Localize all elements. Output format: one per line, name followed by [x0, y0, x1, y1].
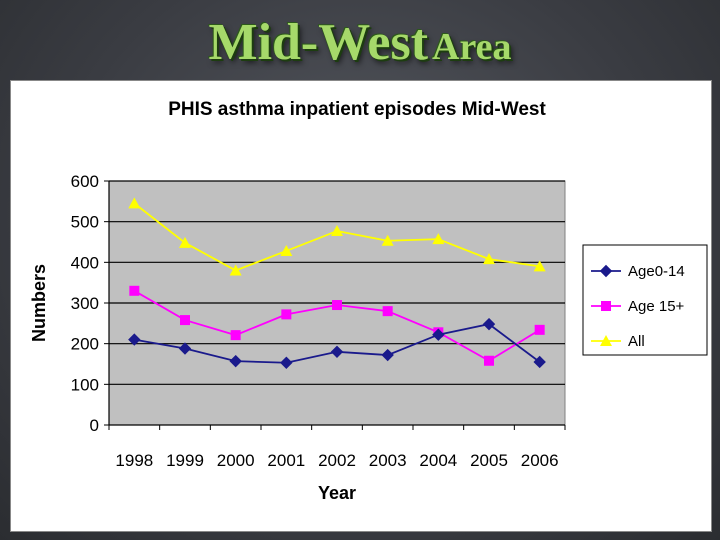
y-tick-label: 100	[71, 375, 99, 394]
x-tick-label: 2006	[521, 451, 559, 470]
x-tick-label: 2000	[217, 451, 255, 470]
x-tick-label: 2005	[470, 451, 508, 470]
data-point	[483, 253, 495, 265]
y-tick-label: 600	[71, 172, 99, 191]
data-point	[484, 355, 494, 366]
data-point	[332, 300, 342, 311]
legend-marker	[601, 301, 611, 311]
data-point	[381, 234, 394, 246]
data-point	[330, 345, 344, 359]
data-point	[534, 324, 545, 335]
data-point	[129, 285, 140, 296]
data-point	[128, 197, 141, 209]
legend-label: Age 15+	[628, 298, 685, 315]
y-tick-label: 0	[90, 416, 99, 435]
x-tick-label: 2004	[419, 451, 457, 470]
line-chart: PHIS asthma inpatient episodes Mid-West …	[29, 99, 708, 503]
legend: Age0-14 Age 15+ All	[582, 244, 708, 356]
grid-lines	[109, 180, 565, 426]
data-point	[128, 333, 141, 346]
x-tick-label: 1998	[115, 451, 153, 470]
data-point	[229, 264, 242, 276]
y-tick-label: 300	[71, 294, 99, 313]
y-tick-label: 400	[71, 253, 99, 272]
x-tick-label: 2001	[267, 451, 305, 470]
x-axis-title: Year	[318, 483, 356, 503]
data-point	[533, 355, 546, 369]
legend-item: Age 15+	[591, 298, 685, 315]
x-tick-label: 1999	[166, 451, 204, 470]
data-point	[382, 306, 393, 317]
y-axis-title: Numbers	[29, 264, 49, 342]
legend-box	[582, 244, 708, 356]
data-point	[178, 342, 192, 355]
y-tick-label: 500	[71, 213, 99, 232]
data-point	[281, 309, 292, 320]
legend-label: All	[628, 333, 645, 350]
series-all	[128, 197, 546, 276]
slide-title: Mid-West Area	[0, 8, 720, 78]
series-layer	[128, 197, 546, 369]
legend-item: Age0-14	[591, 263, 685, 280]
data-point	[229, 354, 242, 368]
series-age-15-	[129, 285, 545, 366]
data-point	[331, 225, 343, 237]
data-point	[381, 348, 394, 362]
legend-marker	[600, 335, 612, 346]
data-point	[432, 328, 445, 341]
data-point	[180, 315, 190, 326]
x-tick-label: 2002	[318, 451, 356, 470]
series-age0-14	[128, 317, 546, 369]
slide-title-main: Mid-West	[208, 14, 429, 71]
data-point	[280, 356, 293, 369]
chart-panel: PHIS asthma inpatient episodes Mid-West …	[10, 80, 712, 532]
legend-marker	[599, 264, 613, 278]
legend-item: All	[591, 333, 645, 350]
data-point	[533, 260, 546, 272]
data-point	[280, 244, 293, 256]
y-axis-ticks: 0 100 200 300 400 500 600	[71, 172, 110, 435]
data-point	[482, 317, 496, 331]
data-point	[230, 330, 241, 341]
chart-title: PHIS asthma inpatient episodes Mid-West	[168, 99, 546, 120]
legend-label: Age0-14	[628, 263, 685, 280]
data-point	[179, 236, 191, 248]
y-tick-label: 200	[71, 335, 99, 354]
x-axis-ticks: 1998 1999 2000 2001 2002 2003 2004 2005 2006	[108, 425, 566, 470]
slide-title-sub: Area	[432, 26, 512, 68]
data-point	[432, 233, 445, 245]
x-tick-label: 2003	[369, 451, 407, 470]
